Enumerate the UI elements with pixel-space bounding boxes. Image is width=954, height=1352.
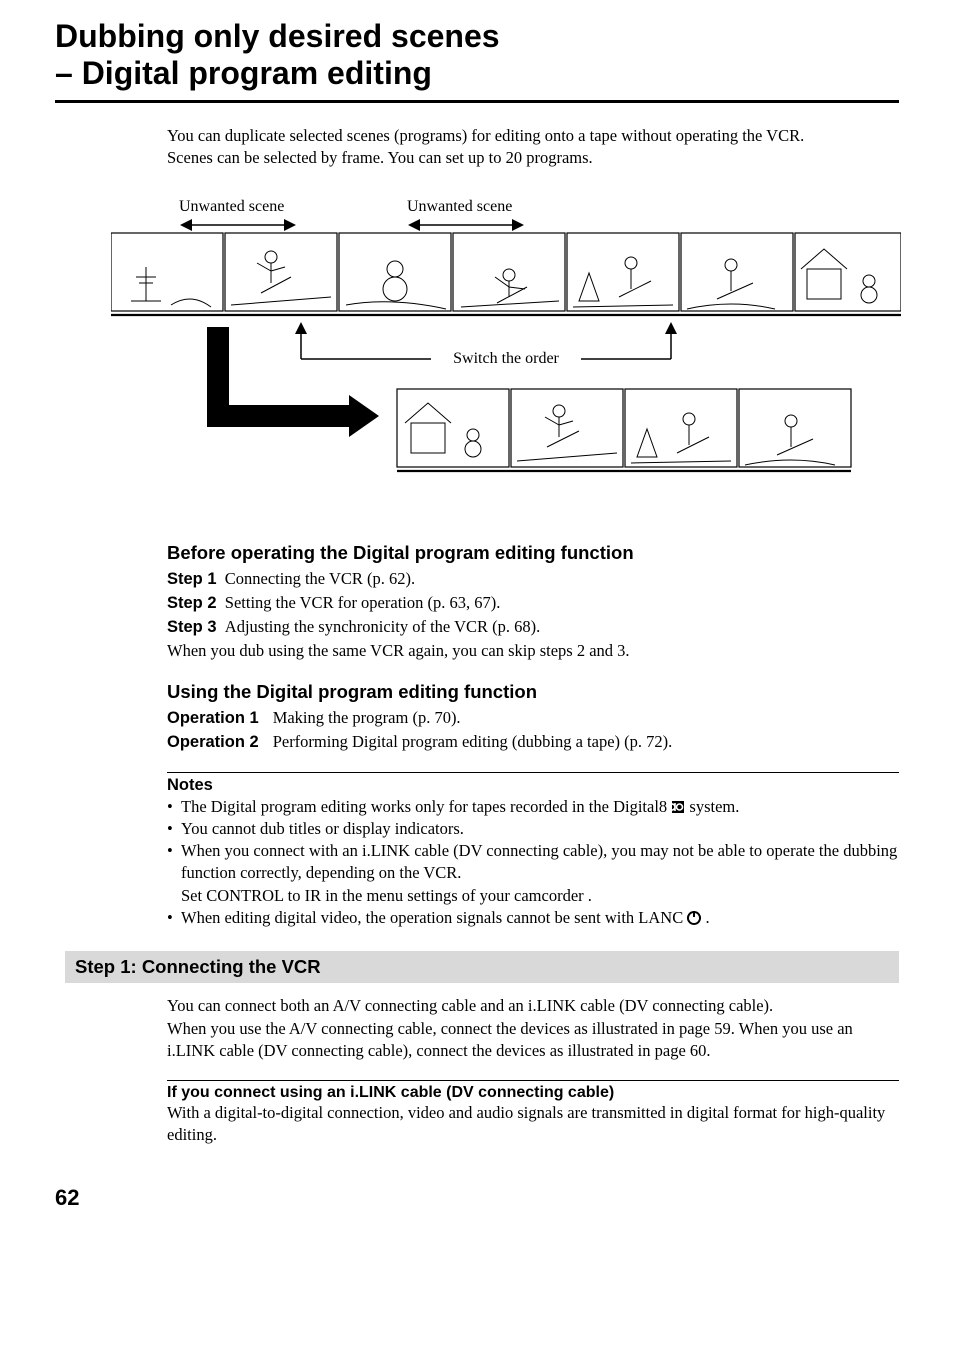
switch-order-label: Switch the order [453, 350, 559, 367]
step3-label: Step 3 [167, 618, 217, 636]
source-strip [111, 233, 901, 315]
op1-text: Making the program (p. 70). [273, 708, 461, 727]
before-tail: When you dub using the same VCR again, y… [167, 639, 899, 662]
intro-p1: You can duplicate selected scenes (progr… [167, 125, 899, 147]
title-rule [55, 100, 899, 103]
before-steps: Step 1 Connecting the VCR (p. 62). Step … [167, 567, 899, 662]
intro-p2: Scenes can be selected by frame. You can… [167, 147, 899, 169]
note-4: When editing digital video, the operatio… [167, 907, 899, 929]
lanc-icon [687, 911, 701, 925]
unwanted-label-1: Unwanted scene [179, 198, 284, 215]
step3-text: Adjusting the synchronicity of the VCR (… [225, 617, 540, 636]
notes-rule [167, 772, 899, 773]
note-3: When you connect with an i.LINK cable (D… [167, 840, 899, 885]
subnote-title: If you connect using an i.LINK cable (DV… [167, 1084, 899, 1102]
step2-text: Setting the VCR for operation (p. 63, 67… [225, 593, 501, 612]
title-line-1: Dubbing only desired scenes [55, 18, 500, 54]
op2-label: Operation 2 [167, 733, 259, 751]
unwanted-label-2: Unwanted scene [407, 198, 512, 215]
notes-list: The Digital program editing works only f… [167, 796, 899, 885]
note-1a: The Digital program editing works only f… [181, 797, 671, 816]
notes-title: Notes [167, 776, 899, 795]
intro-block: You can duplicate selected scenes (progr… [167, 125, 899, 170]
note-3-sub: Set CONTROL to IR in the menu settings o… [167, 885, 899, 907]
step1-body: You can connect both an A/V connecting c… [167, 995, 899, 1062]
step1-label: Step 1 [167, 570, 217, 588]
step1-text: Connecting the VCR (p. 62). [225, 569, 415, 588]
title-line-2: – Digital program editing [55, 55, 432, 91]
step1-body-text: You can connect both an A/V connecting c… [167, 995, 899, 1062]
notes-list-2: When editing digital video, the operatio… [167, 907, 899, 929]
subnote-rule [167, 1080, 899, 1081]
notes-block: Notes The Digital program editing works … [167, 772, 899, 930]
transfer-arrow [207, 327, 379, 437]
step1-subnote: If you connect using an i.LINK cable (DV… [167, 1080, 899, 1147]
result-strip [397, 389, 851, 471]
note-2: You cannot dub titles or display indicat… [167, 818, 899, 840]
op2-text: Performing Digital program editing (dubb… [273, 732, 673, 751]
note-1b: system. [689, 797, 739, 816]
page-number: 62 [55, 1185, 899, 1211]
before-heading: Before operating the Digital program edi… [167, 542, 899, 564]
subnote-body: With a digital-to-digital connection, vi… [167, 1102, 899, 1147]
using-ops: Operation 1 Making the program (p. 70). O… [167, 706, 899, 754]
step2-label: Step 2 [167, 594, 217, 612]
note-1: The Digital program editing works only f… [167, 796, 899, 818]
digital8-icon [671, 800, 685, 814]
using-heading: Using the Digital program editing functi… [167, 681, 899, 703]
editing-diagram: Unwanted scene Unwanted scene [111, 197, 899, 512]
op1-label: Operation 1 [167, 709, 259, 727]
diagram-svg: Unwanted scene Unwanted scene [111, 197, 901, 507]
page-title: Dubbing only desired scenes – Digital pr… [55, 18, 899, 92]
note-4b: . [705, 908, 709, 927]
step1-bar: Step 1: Connecting the VCR [65, 951, 899, 983]
note-4a: When editing digital video, the operatio… [181, 908, 687, 927]
